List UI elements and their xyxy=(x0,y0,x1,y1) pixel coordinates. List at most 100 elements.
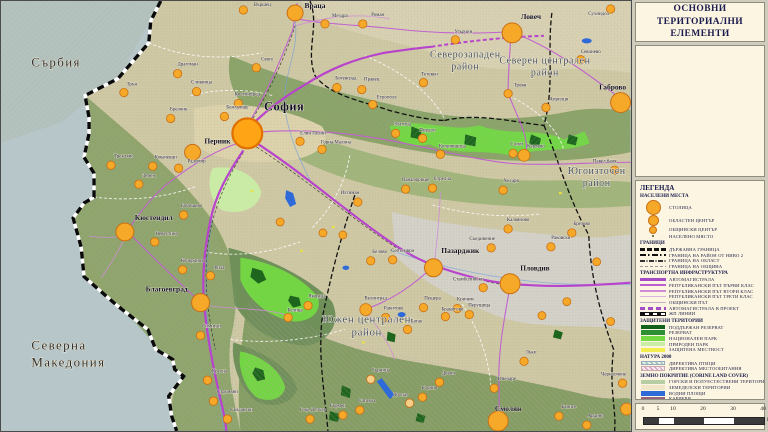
map-label: Съединение xyxy=(469,237,495,242)
city-marker xyxy=(440,311,450,322)
scale-bar xyxy=(643,417,765,425)
map-label: Хисаря xyxy=(503,179,519,184)
city-marker xyxy=(620,402,631,416)
city-marker xyxy=(115,222,135,242)
legend-symbol xyxy=(640,248,666,252)
legend-item: ДИРЕКТИВА ПТИЦИ xyxy=(640,360,760,366)
map-label: Невестино xyxy=(155,232,178,237)
side-panel: ОСНОВНИ ТЕРИТОРИАЛНИ ЕЛЕМЕНТИ ЛЕГЕНДА НА… xyxy=(632,0,768,432)
map-label: Брезник xyxy=(170,107,188,112)
map-label: Роман xyxy=(371,13,384,18)
city-marker xyxy=(401,184,411,194)
legend-symbol xyxy=(640,278,666,282)
legend-symbol xyxy=(640,266,666,268)
city-marker xyxy=(435,149,445,159)
legend-item-label: ОБЩИНСКИ ПЪТ xyxy=(669,300,708,306)
map-label: Бобошево xyxy=(181,204,203,209)
city-marker xyxy=(417,133,428,143)
city-marker xyxy=(478,283,488,293)
legend-item-label: ГОРСКИ И ПОЛУЕСТЕСТВЕНИ ТЕРИТОРИИ xyxy=(669,379,765,385)
city-marker xyxy=(320,19,330,29)
city-marker xyxy=(355,405,365,415)
city-marker xyxy=(546,242,556,252)
map-label: Златица xyxy=(394,122,411,127)
legend-item-label: ГРАНИЦА НА ОБЩИНА xyxy=(669,264,723,270)
map-label: Ловеч xyxy=(521,12,541,21)
map-label: Пирдоп xyxy=(419,128,436,133)
legend-symbol xyxy=(640,360,666,366)
borders-layer xyxy=(71,1,616,431)
city-marker xyxy=(434,377,445,387)
map-label: Сърница xyxy=(371,368,390,373)
scale-tick-label: 20 xyxy=(700,406,706,412)
legend-item-label: ГРАНИЦА НА РАЙОН ОТ НИВО 2 xyxy=(669,252,744,258)
city-marker xyxy=(231,117,264,150)
city-marker xyxy=(303,301,313,311)
map-label: Стамболийски xyxy=(453,278,484,283)
map-label: Етрополе xyxy=(377,96,398,101)
legend-item: АВТОМАГИСТРАЛА В ПРОЕКТ xyxy=(640,305,760,311)
map-label: Панагюрище xyxy=(402,178,430,183)
map-label: Калояново xyxy=(507,218,530,223)
legend-item-label: РЕЗЕРВАТ xyxy=(669,330,692,336)
city-marker xyxy=(503,88,513,99)
legend-item: ОБЩИНСКИ ЦЕНТЪР xyxy=(640,225,760,234)
legend-item: НАСЕЛЕНО МЯСТО xyxy=(640,234,760,240)
map-label: Драгоман xyxy=(177,63,198,68)
city-marker xyxy=(173,69,183,79)
city-marker xyxy=(452,303,462,314)
legend-item: РЕПУБЛИКАНСКИ ПЪТ ТРЕТИ КЛАС xyxy=(640,294,760,300)
map-label: Сливница xyxy=(191,81,213,86)
map-label: Костинброд xyxy=(235,93,261,98)
city-marker xyxy=(338,410,348,420)
city-marker xyxy=(519,356,529,366)
map-label: Сатовча xyxy=(358,399,376,404)
legend-symbol xyxy=(640,379,666,385)
legend-sections: НАСЕЛЕНИ МЕСТА СТОЛИЦА ОБЛАСТЕН ЦЕНТЪР ОБЩИ… xyxy=(640,194,764,399)
legend-symbol xyxy=(640,330,666,336)
legend-item: ОБЩИНСКИ ПЪТ xyxy=(640,300,760,306)
legend-symbol xyxy=(640,235,666,238)
city-marker xyxy=(119,87,129,98)
map-label: Кресна xyxy=(212,369,228,374)
map-label: Северен централен xyxy=(499,56,590,67)
legend-item: ГРАНИЦА НА ОБЛАСТ xyxy=(640,258,760,264)
legend-item-label: ПРИРОДЕН ПАРК xyxy=(669,341,709,347)
map-label: Пазарджик xyxy=(441,246,480,255)
map-label: Белово xyxy=(372,250,387,255)
city-marker xyxy=(610,165,620,175)
city-marker xyxy=(610,92,631,113)
map-label: Копривщица xyxy=(439,144,467,149)
city-marker xyxy=(318,228,328,238)
map-canvas: Вършец Мездра Роман Своге Ботевград Правец Етр… xyxy=(1,1,631,431)
city-marker xyxy=(174,163,184,173)
map-label: Ракитово xyxy=(384,307,404,312)
city-marker xyxy=(353,197,363,207)
city-marker xyxy=(606,4,616,14)
city-marker xyxy=(195,330,206,341)
map-label: Стрелча xyxy=(434,177,452,182)
cities-layer xyxy=(106,4,631,431)
map-label: Девин xyxy=(442,371,456,376)
city-marker xyxy=(576,55,586,65)
city-marker xyxy=(562,297,572,306)
legend-symbol xyxy=(640,225,666,234)
map-label: Смолян xyxy=(495,404,522,413)
city-marker xyxy=(486,243,496,253)
city-marker xyxy=(503,224,513,234)
map-label: Троян xyxy=(514,84,527,89)
legend-item: ВОДНИ ПЛОЩИ xyxy=(640,390,760,396)
map-label: Правец xyxy=(364,78,380,83)
city-marker xyxy=(617,378,628,388)
map-label: район xyxy=(451,62,479,73)
legend-symbol xyxy=(640,347,666,353)
map-label: Сърбия xyxy=(31,55,81,70)
scale-tick-label: 0 xyxy=(641,406,645,412)
legend-item-label: НАСЕЛЕНО МЯСТО xyxy=(669,233,714,239)
legend-item-label: ДИРЕКТИВА ПТИЦИ xyxy=(669,360,716,366)
city-marker xyxy=(418,78,429,88)
legend-item-label: ЗЕМЕДЕЛСКИ ТЕРИТОРИИ xyxy=(669,385,731,391)
legend-box: ЛЕГЕНДА НАСЕЛЕНИ МЕСТА СТОЛИЦА ОБЛАСТЕН ЦЕ… xyxy=(635,180,765,400)
legend-symbol xyxy=(640,324,666,330)
